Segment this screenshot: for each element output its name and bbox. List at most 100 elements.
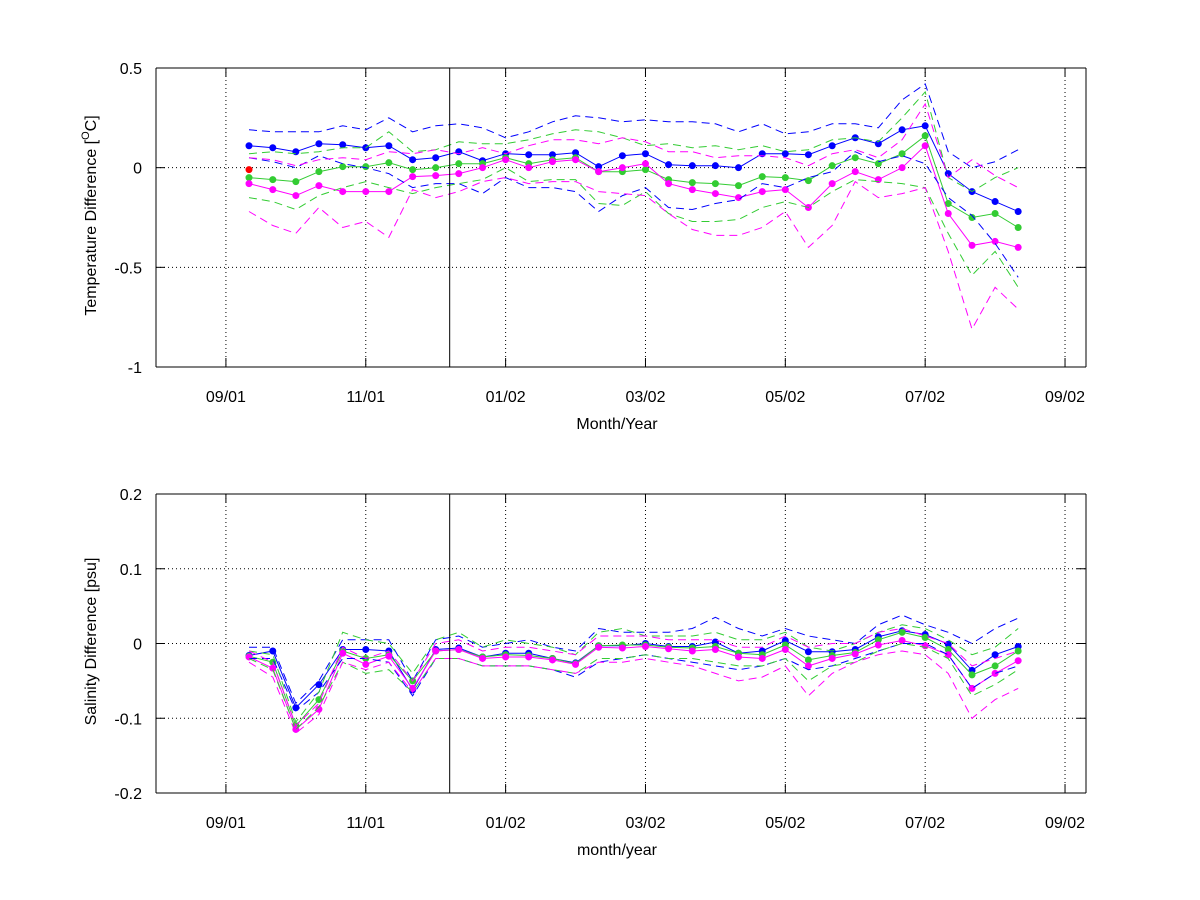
- salinity-point-green-1-3: [315, 696, 323, 704]
- temperature-point-green-1-8: [432, 164, 440, 172]
- temperature-point-green-1-32: [991, 210, 999, 218]
- temperature-x-tick-label-4: 05/02: [765, 389, 805, 406]
- salinity-point-magenta-2-12: [525, 653, 533, 661]
- salinity-point-magenta-2-23: [781, 645, 789, 653]
- temperature-y-tick-label-1: 0: [133, 161, 142, 178]
- temperature-point-magenta-2-4: [339, 188, 347, 196]
- temperature-point-magenta-2-13: [548, 158, 556, 166]
- temperature-point-blue-0-19: [688, 162, 696, 170]
- temperature-y-label-superscript: O: [80, 131, 92, 140]
- salinity-point-magenta-2-14: [572, 660, 580, 668]
- temperature-point-green-1-23: [781, 174, 789, 182]
- temperature-point-magenta-2-23: [781, 186, 789, 194]
- temperature-point-blue-0-6: [385, 142, 393, 150]
- salinity-x-tick-label-1: 11/01: [346, 815, 385, 832]
- salinity-point-magenta-2-9: [455, 645, 463, 653]
- temperature-series-magenta-line-2: [248, 144, 1019, 248]
- salinity-series-green-dashed-5: [248, 624, 1019, 724]
- temperature-series: [245, 83, 1022, 331]
- temperature-point-magenta-2-30: [944, 210, 952, 218]
- temperature-point-green-1-7: [409, 166, 417, 174]
- salinity-point-magenta-2-33: [1014, 657, 1022, 665]
- temperature-y-label-unit: C]: [83, 115, 100, 131]
- temperature-point-blue-0-28: [898, 126, 906, 134]
- salinity-point-magenta-2-26: [851, 650, 859, 658]
- salinity-y-axis-label: Salinity Difference [psu]: [83, 558, 100, 726]
- salinity-point-magenta-2-22: [758, 654, 766, 662]
- temperature-series-green-line-1: [248, 134, 1019, 228]
- temperature-axes-frame: [155, 67, 1087, 368]
- temperature-chart: 09/01 11/01 01/02 03/02 05/02 07/02 09/02 0.50…: [80, 61, 1087, 433]
- temperature-point-blue-0-32: [991, 198, 999, 206]
- temperature-x-tick-label-2: 01/02: [486, 389, 526, 406]
- salinity-series-blue-dashed-3: [249, 614, 1019, 705]
- temperature-x-axis-label: Month/Year: [576, 416, 658, 433]
- temperature-point-blue-0-3: [315, 140, 323, 148]
- salinity-point-blue-0-1: [269, 647, 277, 655]
- temperature-point-green-1-33: [1014, 223, 1022, 231]
- temperature-point-magenta-2-10: [479, 164, 487, 172]
- salinity-x-tick-label-2: 01/02: [486, 815, 526, 832]
- salinity-point-blue-0-24: [804, 648, 812, 656]
- temperature-series-blue-dashed-5: [248, 151, 1019, 278]
- salinity-point-green-1-29: [921, 634, 929, 642]
- temperature-point-blue-0-27: [874, 140, 882, 148]
- temperature-point-magenta-2-3: [315, 182, 323, 190]
- temperature-point-green-1-9: [455, 160, 463, 168]
- temperature-point-green-1-2: [292, 178, 300, 186]
- temperature-point-green-1-5: [362, 163, 370, 171]
- temperature-point-green-1-24: [804, 177, 812, 185]
- temperature-point-green-1-1: [269, 176, 277, 184]
- temperature-y-ticks: 0.5 0 -0.5 -1: [114, 61, 1086, 377]
- salinity-point-magenta-2-16: [618, 644, 626, 652]
- temperature-point-magenta-2-12: [525, 164, 533, 172]
- temperature-point-magenta-2-14: [572, 156, 580, 164]
- salinity-point-green-1-31: [968, 671, 976, 679]
- temperature-point-green-1-21: [734, 182, 742, 190]
- salinity-y-tick-label-1: 0.1: [120, 562, 142, 579]
- temperature-point-magenta-2-21: [734, 194, 742, 202]
- salinity-point-blue-0-5: [362, 645, 370, 653]
- temperature-series-magenta-dashed-9: [248, 177, 1019, 331]
- temperature-point-magenta-2-25: [828, 180, 836, 188]
- temperature-point-blue-0-1: [269, 144, 277, 152]
- salinity-point-green-1-28: [898, 628, 906, 636]
- temperature-y-axis-label: Temperature Difference [OC]: [80, 115, 100, 315]
- salinity-y-tick-label-0: 0.2: [120, 487, 142, 504]
- temperature-y-label-main: Temperature Difference [: [83, 139, 100, 315]
- temperature-point-blue-0-20: [711, 162, 719, 170]
- temperature-point-green-1-0: [245, 174, 253, 182]
- temperature-point-magenta-2-33: [1014, 243, 1022, 251]
- temperature-point-magenta-2-18: [665, 180, 673, 188]
- temperature-series-blue-dashed-4: [248, 83, 1019, 169]
- temperature-x-tick-label-3: 03/02: [625, 389, 665, 406]
- salinity-axes-frame: [155, 493, 1087, 794]
- temperature-point-green-1-25: [828, 162, 836, 170]
- temperature-y-tick-label-3: -1: [128, 360, 142, 377]
- salinity-y-tick-label-3: -0.1: [114, 711, 142, 728]
- temperature-point-magenta-2-9: [455, 170, 463, 178]
- temperature-point-blue-0-16: [618, 152, 626, 160]
- salinity-x-ticks: 09/01 11/01 01/02 03/02 05/02 07/02 09/02: [206, 494, 1085, 832]
- temperature-point-magenta-2-2: [292, 192, 300, 200]
- temperature-point-blue-0-21: [734, 164, 742, 172]
- salinity-point-magenta-2-24: [804, 662, 812, 670]
- salinity-point-magenta-2-11: [502, 653, 510, 661]
- salinity-series-magenta-dashed-7: [248, 627, 1019, 727]
- temperature-point-green-1-26: [851, 154, 859, 162]
- temperature-point-blue-0-4: [339, 141, 347, 149]
- temperature-series-blue-line-0: [248, 125, 1019, 212]
- salinity-x-tick-label-3: 03/02: [625, 815, 665, 832]
- temperature-point-green-1-19: [688, 179, 696, 187]
- temperature-point-magenta-2-1: [269, 186, 277, 194]
- salinity-x-tick-label-5: 07/02: [905, 815, 945, 832]
- temperature-point-green-1-29: [921, 132, 929, 140]
- salinity-x-tick-label-6: 09/02: [1045, 815, 1085, 832]
- salinity-y-tick-label-4: -0.2: [114, 786, 142, 803]
- salinity-chart: 09/01 11/01 01/02 03/02 05/02 07/02 09/02 0.20…: [83, 487, 1087, 859]
- temperature-x-tick-label-5: 07/02: [905, 389, 945, 406]
- salinity-point-blue-0-3: [315, 681, 323, 689]
- salinity-point-magenta-2-6: [385, 652, 393, 660]
- salinity-point-magenta-2-10: [479, 654, 487, 662]
